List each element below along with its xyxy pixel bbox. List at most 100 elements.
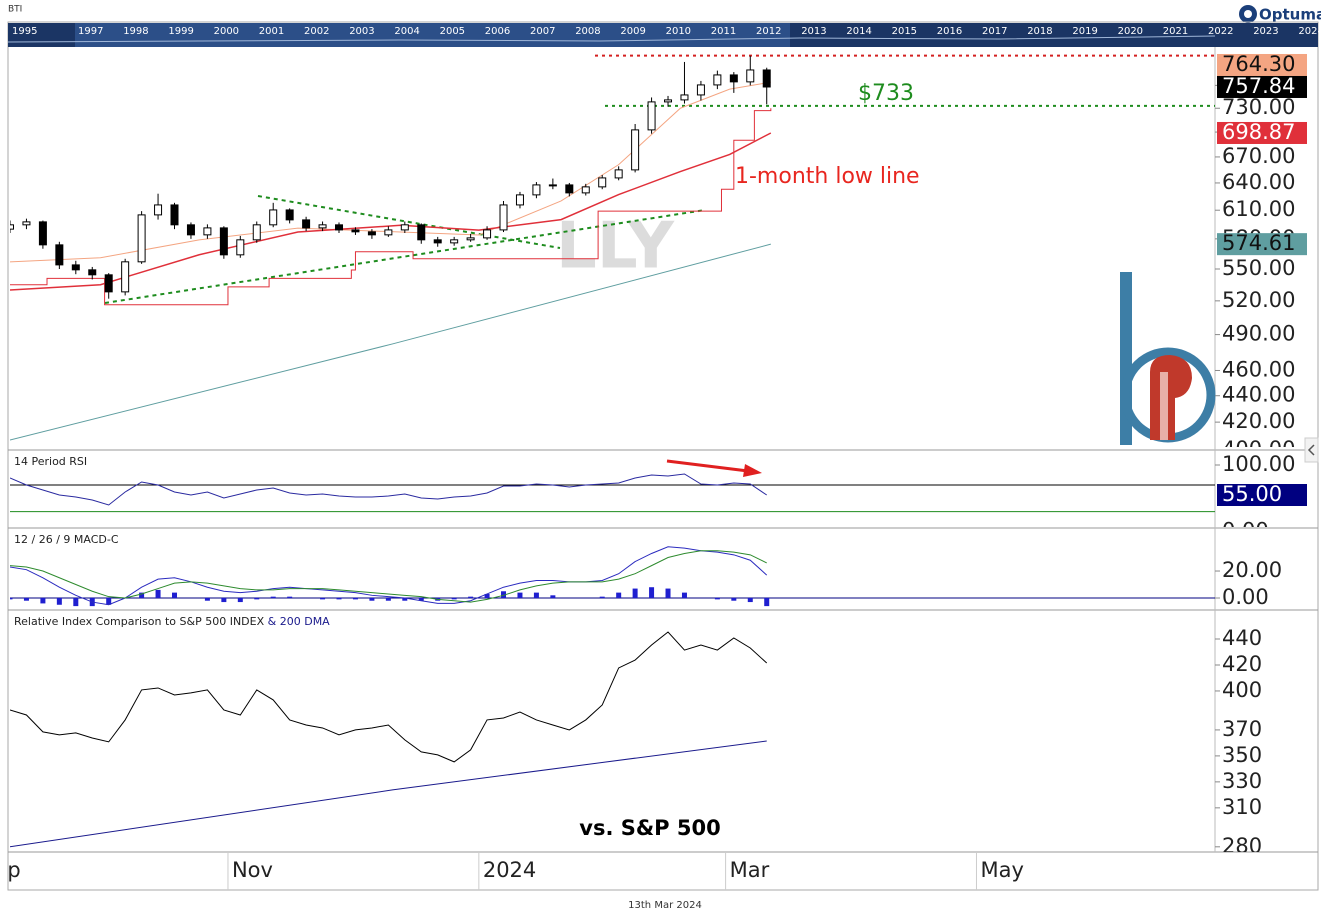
year-label: 1997: [78, 26, 103, 37]
annotation: 1-month low line: [735, 164, 920, 189]
candle-body: [664, 99, 673, 103]
y-tick-label: 420.00: [1222, 409, 1295, 433]
annotation: vs. S&P 500: [579, 816, 720, 840]
x-tick-label: Nov: [232, 858, 273, 882]
logo-icon-hole: [1244, 10, 1252, 18]
y-tick-label: 440: [1222, 626, 1262, 650]
year-label: 2009: [620, 26, 645, 37]
y-tick-label: 100.00: [1222, 452, 1295, 476]
candle-body: [170, 204, 179, 226]
histogram-bar: [418, 598, 424, 601]
histogram-bar: [632, 588, 638, 599]
year-label: 1999: [168, 26, 193, 37]
scroll-arrow[interactable]: [1307, 444, 1315, 456]
histogram-bar: [599, 596, 605, 599]
plot-area: [10, 473, 1215, 513]
histogram-bar: [106, 598, 112, 605]
candle-body: [762, 69, 771, 88]
candle-body: [104, 274, 113, 293]
candle-body: [647, 101, 656, 131]
candle-body: [729, 74, 738, 83]
histogram-bar: [616, 592, 622, 599]
histogram-bar: [517, 592, 523, 599]
y-tick-label: 310: [1222, 795, 1262, 819]
candle-body: [680, 94, 689, 101]
candle-body: [318, 224, 327, 229]
navigator-window: [75, 23, 790, 47]
x-tick-label: Sep: [0, 858, 21, 882]
plot-area: [10, 631, 768, 848]
year-label: 2008: [575, 26, 600, 37]
candle-body: [236, 239, 245, 256]
value-label: 757.84: [1222, 74, 1295, 98]
candle-body: [137, 214, 146, 263]
histogram-bar: [352, 598, 358, 600]
histogram-bar: [681, 592, 687, 599]
y-tick-label: 440.00: [1222, 383, 1295, 407]
histogram-bar: [237, 598, 243, 603]
series-line: [10, 473, 768, 506]
y-tick-label: 350: [1222, 743, 1262, 767]
candle-body: [384, 229, 393, 236]
histogram-bar: [533, 592, 539, 599]
year-label: 2015: [892, 26, 917, 37]
year-label: 2024: [1298, 26, 1321, 37]
trendline: [257, 195, 561, 249]
candle-body: [335, 224, 344, 231]
panel-title-text: 12 / 26 / 9 MACD-C: [14, 533, 119, 546]
histogram-bar: [287, 596, 293, 599]
x-tick-label: May: [980, 858, 1023, 882]
candle-body: [532, 184, 541, 196]
candle-body: [400, 224, 409, 231]
histogram-bar: [73, 598, 79, 607]
candle-body: [598, 177, 607, 188]
candle-body: [746, 69, 755, 83]
candle-body: [203, 227, 212, 236]
candle-body: [10, 224, 14, 230]
value-box: [1217, 484, 1307, 506]
value-label: 574.61: [1222, 231, 1295, 255]
histogram-bar: [23, 598, 29, 601]
level-label: $733: [858, 81, 914, 106]
x-axis: Sep Nov 2024 Mar May: [0, 852, 1024, 890]
navigator-years: 1995 1997 1998 1999 2000 2001 2002 2003 2004 2005…: [12, 26, 1321, 37]
year-label: 2016: [937, 26, 962, 37]
histogram-bar: [385, 598, 391, 601]
plot-area: [10, 546, 1215, 607]
candle-body: [38, 221, 47, 246]
histogram-bar: [56, 598, 62, 605]
y-tick-label: 730.00: [1222, 95, 1295, 119]
histogram-bar: [369, 598, 375, 601]
y-tick-label: 670.00: [1222, 144, 1295, 168]
candle-body: [631, 129, 640, 171]
histogram-bar: [204, 598, 210, 601]
candle-body: [433, 239, 442, 244]
histogram-bar: [172, 592, 178, 599]
x-tick-label: 2024: [483, 858, 536, 882]
histogram-bar: [40, 598, 46, 604]
histogram-bar: [402, 598, 408, 601]
series-line: [10, 81, 771, 263]
histogram-bar: [714, 598, 720, 600]
arrow: [666, 459, 749, 473]
histogram-bar: [451, 598, 457, 600]
y-tick-label: 330: [1222, 769, 1262, 793]
year-label: 2020: [1118, 26, 1143, 37]
scroll-button[interactable]: [1304, 437, 1319, 463]
arrow-head: [743, 464, 762, 477]
year-label: 2005: [440, 26, 465, 37]
histogram-bar: [484, 593, 490, 599]
year-label: 2022: [1208, 26, 1233, 37]
candle-body: [154, 204, 163, 216]
candle-body: [466, 237, 475, 241]
year-label: 1998: [123, 26, 148, 37]
y-axis: 100.00 0.00 55.00: [1215, 452, 1307, 527]
series-line: [10, 740, 767, 848]
candle-body: [565, 184, 574, 194]
year-label: 2006: [485, 26, 510, 37]
